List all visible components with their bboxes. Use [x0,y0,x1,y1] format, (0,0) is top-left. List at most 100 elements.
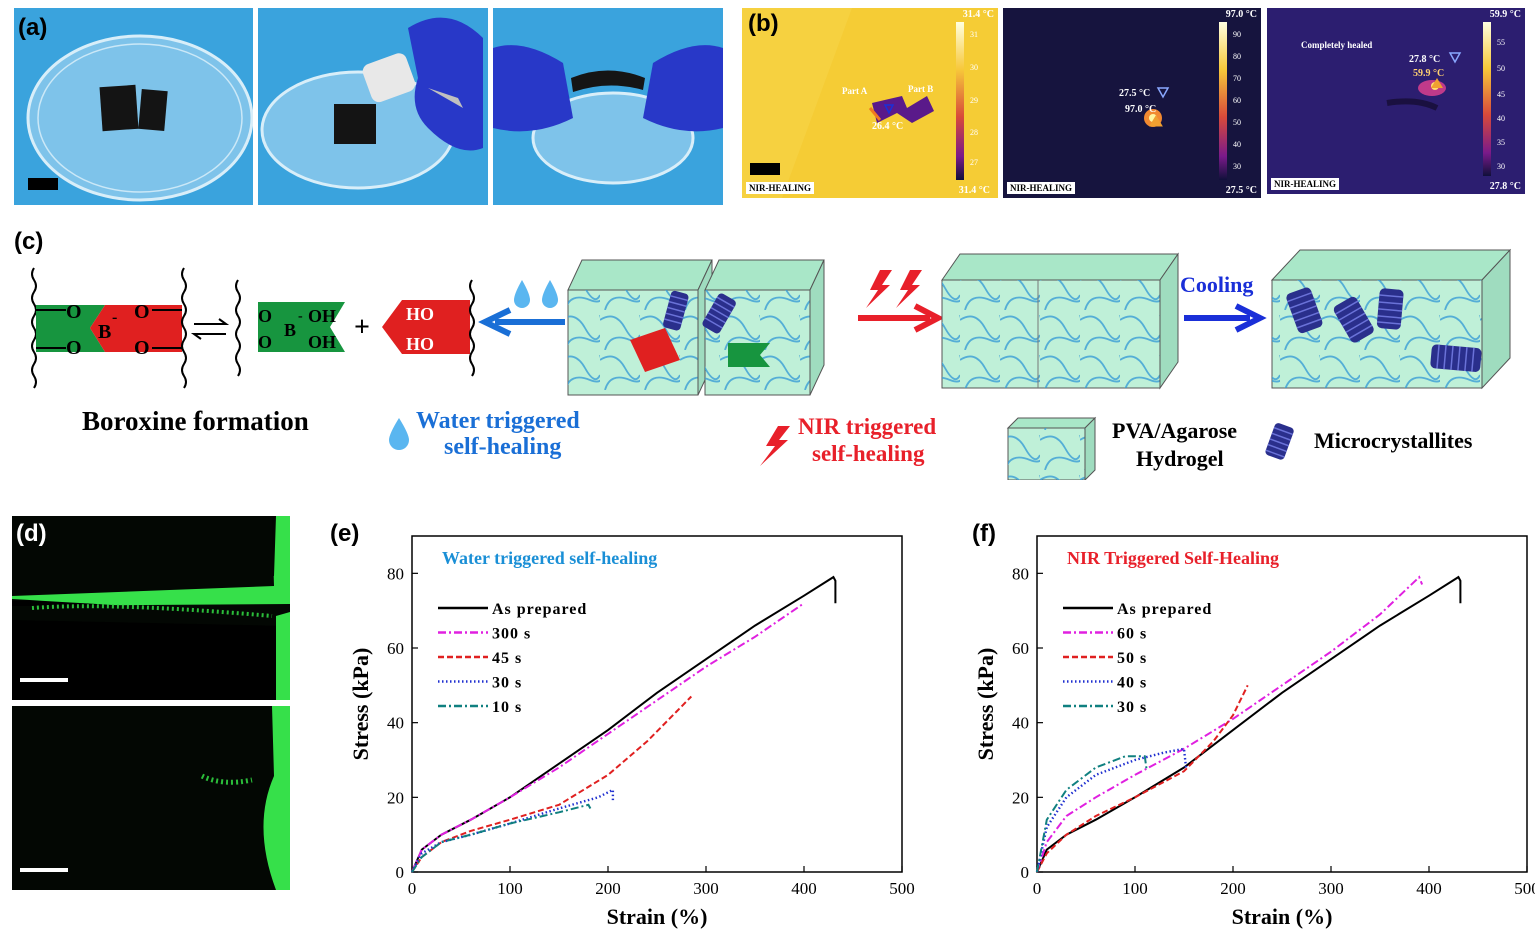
series-line-4 [1036,755,1148,873]
tick-3-1: 50 [1497,64,1505,73]
x-tick-label: 0 [408,879,417,898]
panel-label-c: (c) [14,228,44,255]
tick-2-6: 30 [1233,162,1241,171]
chem-ho-2: HO [406,334,434,354]
x-tick-label: 500 [1514,879,1535,898]
legend-micro: Microcrystallites [1314,428,1473,453]
x-tick-label: 100 [1122,879,1148,898]
scale-bar-b [750,163,780,175]
x-tick-label: 500 [889,879,915,898]
chem-oh-2: OH [308,332,336,352]
cooling-arrow [1184,303,1267,333]
legend-label-0: As prepared [492,601,587,618]
hydrogel-cube-pair-healed [941,252,1179,390]
photo-a2 [258,8,488,205]
legend-label-4: 10 s [492,699,522,716]
tick-3-3: 40 [1497,114,1505,123]
legend-label-2: 50 s [1117,650,1147,667]
water-arrow [478,307,565,337]
colorbar-top-1: 31.4 °C [962,9,994,20]
y-tick-label: 0 [396,863,405,882]
chart-title: Water triggered self-healing [442,548,657,568]
tick-2-0: 90 [1233,30,1241,39]
y-tick-label: 20 [1012,788,1029,807]
petri-dish-image [26,34,253,202]
nir-lightning-icon [866,270,892,308]
legend-label-1: 60 s [1117,626,1147,643]
chem-minus-2: - [298,309,303,324]
tick-1-2: 29 [970,96,978,105]
stress-strain-chart-water: 0 100 200 300 400 500 0 20 40 60 80 Strain (%) Stres… [348,535,915,929]
scale-bar-d1 [20,678,68,682]
series-line-3 [410,787,615,873]
plot-frame [411,535,903,873]
chem-oh-1: OH [308,306,336,326]
legend-label-4: 30 s [1117,699,1147,716]
x-tick-label: 200 [595,879,621,898]
water-drop-icon-2 [542,280,558,308]
annotation-temp-2b: 97.0 °C [1125,104,1157,115]
x-tick-label: 100 [497,879,523,898]
plot-frame [1036,535,1528,873]
photo-a1 [14,8,253,205]
tick-3-0: 55 [1497,38,1505,47]
y-tick-label: 80 [387,564,404,583]
annotation-part-b: Part B [908,84,934,94]
y-tick-label: 80 [1012,564,1029,583]
x-axis-label: Strain (%) [1232,904,1333,929]
spray-water-image [260,17,483,190]
chem-o-2: O [66,337,82,359]
photo-a3 [493,8,723,205]
plus-sign: + [354,312,370,343]
series-line-4 [411,803,592,873]
water-drop-legend-icon [389,418,409,450]
nir-tag-3: NIR-HEALING [1271,178,1340,190]
annotation-temp-3a: 27.8 °C [1409,54,1441,65]
nir-lightning-legend-icon [760,426,790,466]
polymer-chain-right [181,267,187,389]
annotation-completely-healed: Completely healed [1301,40,1373,50]
tick-1-0: 31 [970,30,978,39]
legend-label-3: 30 s [492,675,522,692]
equilibrium-arrows [190,318,230,340]
colorbar-bottom-1: 31.4 °C [958,185,990,196]
x-tick-label: 200 [1220,879,1246,898]
stress-strain-chart-nir: 0 100 200 300 400 500 0 20 40 60 80 Strain (%) Stres… [973,535,1535,929]
cooling-label: Cooling [1180,272,1254,297]
hydrogel-cube-pair-broken [567,259,825,396]
panel-label-f: (f) [972,520,996,547]
y-tick-label: 60 [1012,639,1029,658]
chart-title: NIR Triggered Self-Healing [1067,548,1279,568]
series-line-1 [1036,575,1424,873]
panel-label-a: (a) [18,14,48,41]
legend-label-0: As prepared [1117,601,1212,618]
boroxine-label: Boroxine formation [82,406,309,436]
annotation-temp-3b: 59.9 °C [1413,68,1445,79]
legend-gel-2: Hydrogel [1136,446,1224,471]
chem-minus-1: - [112,309,117,326]
tick-2-2: 70 [1233,74,1241,83]
colorbar-bottom-3: 27.8 °C [1489,181,1521,192]
colorbar-bottom-2: 27.5 °C [1225,185,1257,196]
chem-o-1: O [66,301,82,323]
x-tick-label: 300 [1318,879,1344,898]
water-label-1: Water triggered [416,408,580,434]
nir-arrow [858,303,945,333]
thermal-frame-3: 59.9 °C 27.8 °C 55 50 45 40 35 30 Comple… [1267,8,1525,194]
y-tick-label: 20 [387,788,404,807]
y-tick-label: 0 [1021,863,1030,882]
x-tick-label: 0 [1033,879,1042,898]
series-line-0 [1036,575,1462,873]
y-axis-label: Stress (kPa) [348,648,373,761]
scale-bar [28,178,58,190]
stretched-gel-image [493,45,723,185]
boronic-acid-block [258,302,345,352]
panel-label-e: (e) [330,520,360,547]
x-tick-label: 400 [1416,879,1442,898]
tick-3-5: 30 [1497,162,1505,171]
chem-o-5: O [258,306,272,326]
scale-bar-d2 [20,868,68,872]
micrograph-bottom [12,706,290,890]
series-line-0 [411,575,837,873]
legend-label-1: 300 s [492,626,531,643]
